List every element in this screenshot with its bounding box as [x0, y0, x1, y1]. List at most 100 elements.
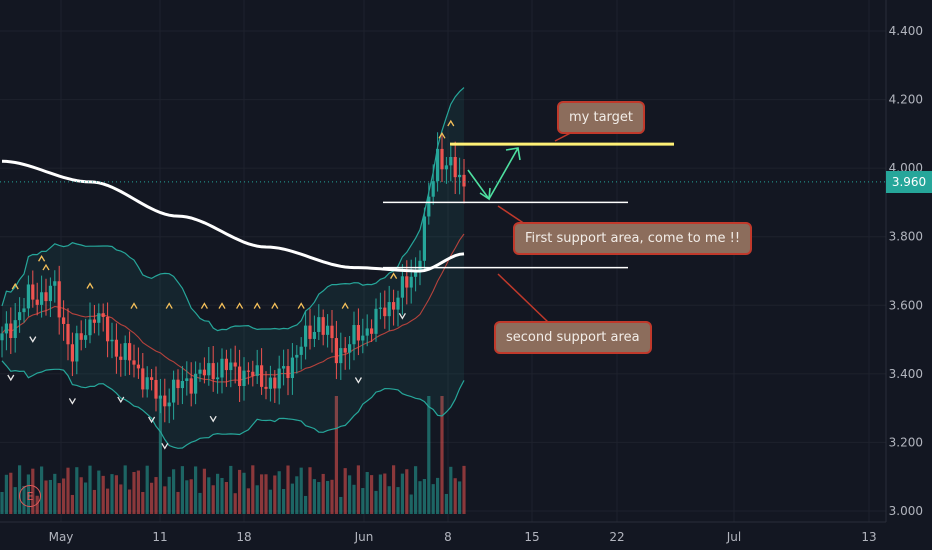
fractal-down-marker	[68, 398, 76, 405]
candle	[167, 388, 171, 424]
candle	[62, 300, 66, 341]
candle	[202, 357, 206, 384]
fractal-up-marker	[200, 302, 208, 309]
earnings-badge[interactable]: E	[19, 485, 41, 507]
candle	[352, 311, 356, 361]
volume-bar	[317, 482, 321, 514]
fractal-up-marker	[253, 302, 261, 309]
volume-bar	[75, 467, 79, 514]
candle	[260, 348, 264, 395]
volume-bar	[70, 494, 74, 514]
bollinger-band-fill	[2, 87, 464, 449]
x-tick-label: 11	[152, 530, 167, 544]
volume-bar	[352, 484, 356, 514]
volume-bar	[0, 492, 4, 514]
candle	[79, 320, 83, 351]
bollinger-upper-band	[1, 87, 465, 332]
volume-bar	[290, 483, 294, 514]
level-lines	[383, 142, 674, 269]
volume-bar	[48, 479, 52, 514]
candle	[26, 275, 30, 317]
y-tick-label: 3.400	[889, 367, 923, 381]
candle	[207, 346, 211, 386]
volume-bar	[114, 475, 118, 514]
volume-bar	[150, 482, 154, 514]
volume-bar	[321, 473, 325, 514]
candle	[273, 370, 277, 403]
candle	[365, 314, 369, 347]
candle	[400, 264, 404, 315]
volume-bar	[282, 489, 286, 514]
candle	[13, 303, 17, 353]
volume-bar	[396, 487, 400, 514]
volume-bar	[365, 471, 369, 514]
candle	[427, 182, 431, 225]
volume-bar	[418, 481, 422, 514]
candle	[453, 141, 457, 194]
candle	[246, 362, 250, 385]
volume-bar	[238, 469, 242, 514]
volume-bar	[106, 488, 110, 514]
candle	[370, 319, 374, 342]
y-tick-label: 4.400	[889, 24, 923, 38]
candle	[158, 378, 162, 414]
volume-bar	[154, 477, 158, 514]
candle	[180, 366, 184, 405]
volume-bar	[409, 494, 413, 514]
candle	[378, 292, 382, 320]
candle	[458, 157, 462, 195]
candle	[233, 345, 237, 384]
volume-bars	[0, 396, 466, 514]
candle	[53, 270, 57, 303]
candle	[189, 362, 193, 407]
volume-bar	[277, 471, 281, 514]
candle	[268, 365, 272, 402]
volume-bar	[233, 493, 237, 514]
candle	[163, 378, 167, 423]
volume-bar	[57, 483, 61, 514]
candle	[431, 164, 435, 205]
fractal-up-marker	[236, 302, 244, 309]
volume-bar	[66, 467, 70, 514]
candle	[141, 352, 145, 398]
volume-bar	[246, 488, 250, 514]
fractal-up-marker	[297, 302, 305, 309]
volume-bar	[449, 466, 453, 514]
volume-bar	[84, 482, 88, 514]
volume-bar	[370, 475, 374, 514]
volume-bar	[141, 491, 145, 514]
second-support-callout[interactable]: second support area	[494, 321, 652, 354]
volume-bar	[198, 492, 202, 514]
volume-bar	[422, 478, 426, 514]
candle	[145, 366, 149, 398]
candle	[282, 349, 286, 386]
volume-bar	[9, 472, 13, 514]
volume-bar	[348, 475, 352, 514]
volume-bar	[361, 488, 365, 514]
first-support-callout[interactable]: First support area, come to me !!	[513, 222, 753, 255]
volume-bar	[383, 473, 387, 514]
projection-up-leg	[488, 147, 519, 200]
volume-bar	[44, 480, 48, 514]
candle	[216, 362, 220, 394]
candle	[348, 336, 352, 370]
fractal-up-marker	[438, 132, 446, 139]
volume-bar	[35, 495, 39, 514]
y-tick-label: 3.000	[889, 504, 923, 518]
candle	[290, 343, 294, 395]
volume-bar	[260, 474, 264, 514]
current-price-tag: 3.960	[886, 171, 932, 193]
volume-bar	[158, 396, 162, 514]
candle	[220, 348, 224, 394]
candle	[312, 315, 316, 348]
my-target-callout[interactable]: my target	[557, 101, 646, 134]
volume-bar	[211, 485, 215, 514]
candle	[106, 302, 110, 358]
candle	[277, 355, 281, 405]
volume-bar	[286, 465, 290, 514]
volume-bar	[273, 475, 277, 514]
volume-bar	[264, 474, 268, 514]
candle	[211, 345, 215, 392]
